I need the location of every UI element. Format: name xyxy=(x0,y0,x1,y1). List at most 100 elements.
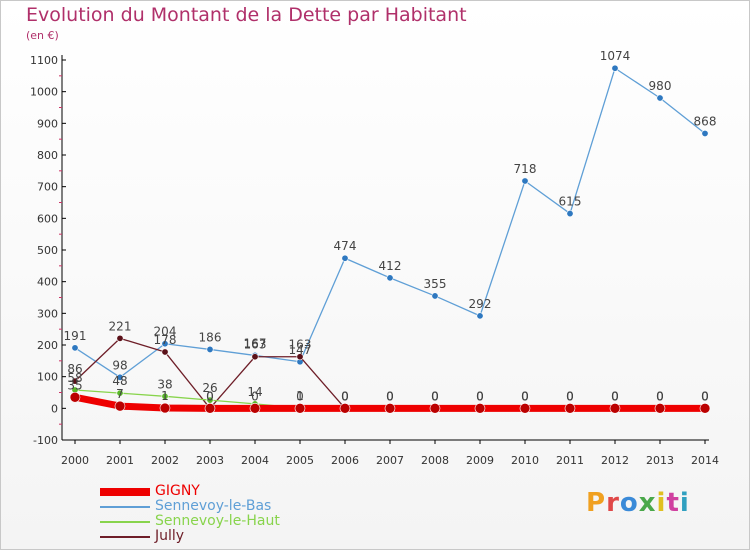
data-label: 7 xyxy=(116,387,124,401)
data-label: 48 xyxy=(112,374,127,388)
data-label: 0 xyxy=(656,389,664,403)
brand-letter: i xyxy=(679,488,690,518)
y-tick-label: 200 xyxy=(37,339,58,352)
data-label: 0 xyxy=(656,389,664,403)
data-label: 0 xyxy=(341,389,349,403)
y-tick-label: 400 xyxy=(37,276,58,289)
data-point xyxy=(249,403,261,414)
data-point xyxy=(429,403,441,414)
data-label: 38 xyxy=(157,377,172,391)
data-label: 204 xyxy=(154,325,177,339)
data-label: 0 xyxy=(476,389,484,403)
data-label: 0 xyxy=(386,389,394,403)
y-tick-label: 600 xyxy=(37,212,58,225)
y-tick-label: 500 xyxy=(37,244,58,257)
data-label: 0 xyxy=(611,389,619,403)
x-tick-label: 2004 xyxy=(241,454,269,467)
data-label: 0 xyxy=(431,389,439,403)
brand-letter: o xyxy=(619,488,639,518)
data-label: 0 xyxy=(521,389,529,403)
data-point xyxy=(204,403,216,414)
x-tick-label: 2010 xyxy=(511,454,539,467)
data-point xyxy=(656,94,664,102)
data-label: 1 xyxy=(161,389,169,403)
data-label: 163 xyxy=(289,338,312,352)
y-tick-label: 1000 xyxy=(30,86,58,99)
legend-label: Sennevoy-le-Haut xyxy=(155,513,280,529)
data-point xyxy=(251,353,259,361)
data-label: 0 xyxy=(386,389,394,403)
data-point xyxy=(161,392,169,400)
y-tick-label: 700 xyxy=(37,181,58,194)
data-point xyxy=(341,254,349,262)
data-point xyxy=(564,403,576,414)
data-point xyxy=(431,292,439,300)
x-tick-label: 2002 xyxy=(151,454,179,467)
legend-swatch xyxy=(100,506,150,508)
x-tick-label: 2008 xyxy=(421,454,449,467)
data-point xyxy=(114,400,126,412)
data-point xyxy=(521,177,529,185)
data-label: 0 xyxy=(296,389,304,403)
data-label: 0 xyxy=(251,389,259,403)
data-point xyxy=(296,353,304,361)
data-label: 163 xyxy=(244,338,267,352)
data-point xyxy=(206,345,214,353)
data-label: 167 xyxy=(244,336,267,350)
x-tick-label: 2014 xyxy=(691,454,719,467)
x-tick-label: 2005 xyxy=(286,454,314,467)
data-label: 221 xyxy=(109,319,132,333)
data-point xyxy=(611,64,619,72)
data-label: 0 xyxy=(386,389,394,403)
legend-label: Sennevoy-le-Bas xyxy=(155,498,272,514)
legend-swatch xyxy=(100,521,150,523)
y-tick-label: 900 xyxy=(37,117,58,130)
data-point xyxy=(161,348,169,356)
brand-letter: i xyxy=(656,488,667,518)
data-point xyxy=(474,403,486,414)
data-point xyxy=(116,373,124,381)
data-point xyxy=(159,402,171,414)
data-label: 0 xyxy=(611,389,619,403)
data-label: 0 xyxy=(206,389,214,403)
data-label: 58 xyxy=(67,371,82,385)
data-label: 1074 xyxy=(600,49,631,63)
y-tick-label: -100 xyxy=(33,434,58,447)
data-label: 0 xyxy=(611,389,619,403)
data-label: 355 xyxy=(424,277,447,291)
data-point xyxy=(294,403,306,414)
y-tick-label: 100 xyxy=(37,371,58,384)
data-point xyxy=(71,344,79,352)
data-label: 0 xyxy=(341,389,349,403)
data-label: 178 xyxy=(154,333,177,347)
data-label: 868 xyxy=(694,114,717,128)
data-point xyxy=(701,129,709,137)
data-label: 292 xyxy=(469,297,492,311)
y-tick-label: 800 xyxy=(37,149,58,162)
data-label: 186 xyxy=(199,330,222,344)
data-label: 0 xyxy=(431,389,439,403)
data-label: 0 xyxy=(701,389,709,403)
data-label: 474 xyxy=(334,239,357,253)
data-point xyxy=(69,391,81,403)
data-label: 26 xyxy=(202,381,217,395)
data-point xyxy=(339,403,351,414)
data-label: 0 xyxy=(521,389,529,403)
data-label: 0 xyxy=(566,389,574,403)
data-point xyxy=(116,389,124,397)
data-label: 980 xyxy=(649,79,672,93)
y-tick-label: 0 xyxy=(51,402,58,415)
data-label: 412 xyxy=(379,259,402,273)
data-label: 0 xyxy=(566,389,574,403)
data-point xyxy=(71,377,79,385)
data-label: 1 xyxy=(296,389,304,403)
data-label: 98 xyxy=(112,358,127,372)
legend-label: GIGNY xyxy=(155,483,200,499)
brand-letter: t xyxy=(666,488,680,518)
x-tick-label: 2000 xyxy=(61,454,89,467)
data-label: 0 xyxy=(431,389,439,403)
x-tick-label: 2007 xyxy=(376,454,404,467)
data-point xyxy=(699,403,711,414)
data-label: 35 xyxy=(67,378,82,392)
